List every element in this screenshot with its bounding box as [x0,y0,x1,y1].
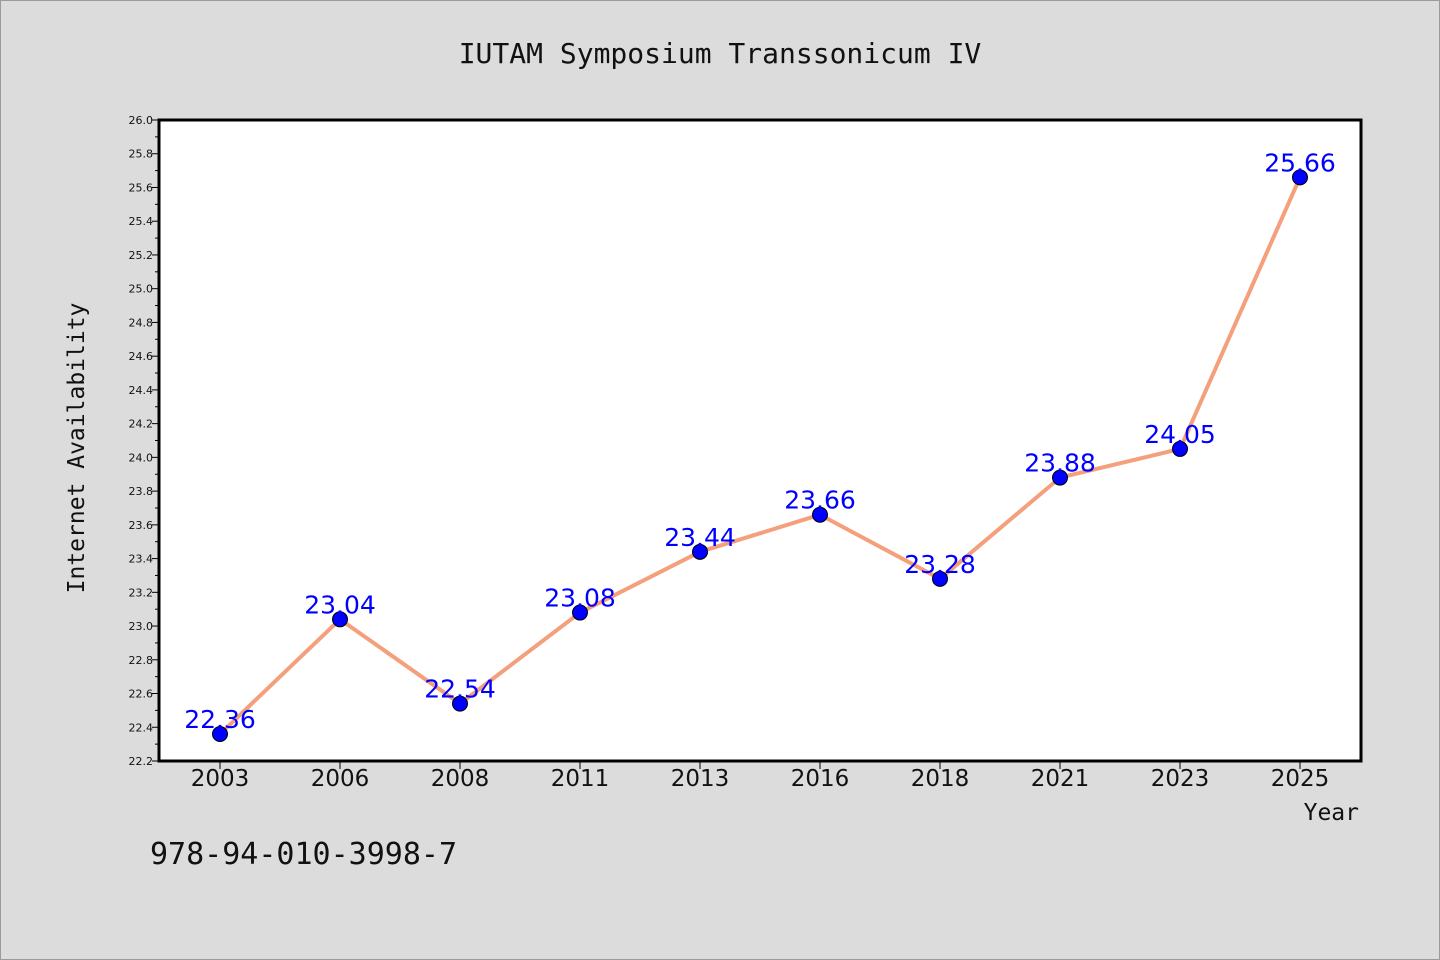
y-tick-label: 25.0 [129,283,154,296]
series-line-path [218,175,1302,737]
data-label: 23.44 [664,523,736,552]
x-tick-label: 2016 [791,766,850,792]
data-point [1172,440,1188,457]
footnote: 978-94-010-3998-7 [150,837,457,872]
data-point [812,506,828,523]
data-point [932,570,948,587]
y-tick-label: 24.8 [129,316,154,329]
y-tick-label: 22.6 [129,688,154,701]
y-tick-label: 25.4 [129,215,154,228]
y-tick-label: 22.2 [129,755,154,768]
y-tick-label: 25.8 [129,148,154,161]
data-point [212,726,228,743]
data-point [452,695,468,712]
y-tick-label: 26.0 [129,114,154,127]
y-axis: 22.2 22.4 22.6 22.8 23.0 23.2 23.4 23.6 23.8 24.0… [129,114,159,768]
y-tick-label: 24.4 [129,384,154,397]
y-axis-label: Internet Availability [64,303,90,594]
plot-area [157,118,1363,763]
data-label: 23.28 [904,550,976,579]
x-tick-label: 2011 [551,766,610,792]
series-line [218,175,1302,737]
data-point [1052,469,1068,486]
x-axis: 2003 2006 2008 2011 2013 2016 2018 2021 2023 2025 [191,761,1330,792]
y-tick-label: 24.2 [129,418,154,431]
x-tick-label: 2006 [311,766,370,792]
x-tick-label: 2008 [431,766,490,792]
chart-title: IUTAM Symposium Transsonicum IV [459,37,982,70]
data-point [692,543,708,560]
y-tick-label: 22.4 [129,721,154,734]
y-tick-label: 23.0 [129,620,154,633]
y-tick-label: 23.8 [129,485,154,498]
data-label: 23.08 [544,584,616,613]
data-point [332,611,348,628]
y-tick-label: 22.8 [129,654,154,667]
x-tick-label: 2018 [911,766,970,792]
y-tick-label: 25.2 [129,249,154,262]
x-tick-label: 2003 [191,766,250,792]
y-tick-label: 23.6 [129,519,154,532]
x-tick-label: 2023 [1151,766,1210,792]
data-label: 23.88 [1024,449,1096,478]
data-label: 25.66 [1264,148,1336,177]
data-label: 24.05 [1144,420,1216,449]
y-tick-label: 23.2 [129,586,154,599]
data-label: 23.04 [304,590,376,619]
data-label: 22.36 [184,705,256,734]
y-tick-label: 25.6 [129,181,154,194]
y-tick-label: 24.6 [129,350,154,363]
data-label: 23.66 [784,486,856,515]
x-tick-label: 2021 [1031,766,1090,792]
x-tick-label: 2013 [671,766,730,792]
data-label: 22.54 [424,675,496,704]
x-tick-label: 2025 [1271,766,1330,792]
y-tick-label: 23.4 [129,553,154,566]
data-labels: 22.36 23.04 22.54 23.08 23.44 23.66 23.28 23.88… [184,148,1336,734]
data-point [1292,169,1308,186]
x-axis-label: Year [1304,800,1359,826]
series-markers [212,169,1308,743]
y-tick-label: 24.0 [129,451,154,464]
data-point [572,604,588,621]
